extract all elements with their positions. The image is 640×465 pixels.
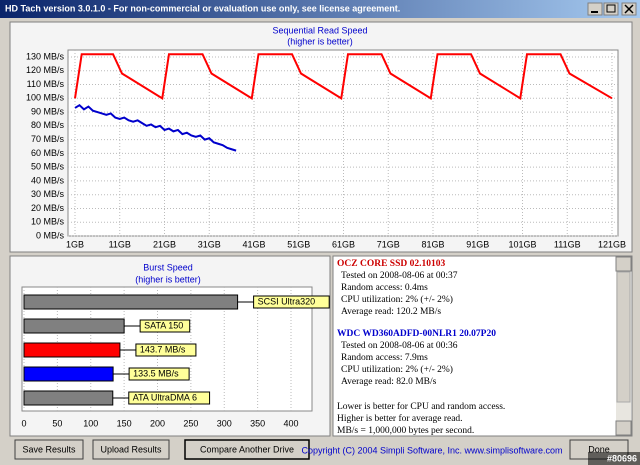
y-tick-label: 30 MB/s [31, 189, 65, 199]
window-buttons[interactable] [587, 2, 637, 16]
y-tick-label: 50 MB/s [31, 162, 65, 172]
bar-label: ATA UltraDMA 6 [133, 392, 197, 402]
burst-bar [23, 294, 239, 310]
button-label[interactable]: Done [588, 444, 610, 454]
button-label[interactable]: Upload Results [100, 444, 162, 454]
y-tick-label: 40 MB/s [31, 175, 65, 185]
compare-button[interactable]: Compare Another Drive [184, 439, 310, 460]
button-face[interactable] [14, 439, 84, 460]
bar-label: 143.7 MB/s [140, 344, 186, 354]
y-tick-label: 130 MB/s [26, 51, 65, 61]
x-tick-label: 200 [150, 418, 165, 428]
burst-title: Burst Speed [143, 262, 193, 272]
result-line: Average read: 82.0 MB/s [341, 377, 437, 387]
x-tick-label: 41GB [242, 239, 265, 249]
x-tick-label: 51GB [287, 239, 310, 249]
note: Lower is better for CPU and random acces… [337, 401, 505, 412]
x-tick-label: 21GB [153, 239, 176, 249]
save-button[interactable]: Save Results [14, 439, 84, 460]
y-tick-label: 10 MB/s [31, 217, 65, 227]
read-title: Sequential Read Speed [272, 25, 367, 35]
x-tick-label: 0 [21, 418, 26, 428]
read-line [74, 53, 613, 100]
x-tick-label: 81GB [421, 239, 444, 249]
y-tick-label: 20 MB/s [31, 203, 65, 213]
x-tick-label: 61GB [332, 239, 355, 249]
x-tick-label: 1GB [66, 239, 84, 249]
icon [624, 4, 634, 14]
result-line: Average read: 120.2 MB/s [341, 307, 441, 317]
x-tick-label: 100 [83, 418, 98, 428]
burst-bar [23, 342, 121, 358]
y-tick-label: 90 MB/s [31, 106, 65, 116]
result-line: CPU utilization: 2% (+/- 2%) [341, 294, 453, 305]
note: MB/s = 1,000,000 bytes per second. [337, 426, 474, 436]
y-tick-label: 80 MB/s [31, 120, 65, 130]
x-tick-label: 350 [250, 418, 265, 428]
x-tick-label: 50 [52, 418, 62, 428]
button-label[interactable]: Compare Another Drive [200, 444, 294, 454]
result-line: Random access: 0.4ms [341, 283, 428, 293]
icon [606, 4, 616, 13]
result-line: Tested on 2008-08-06 at 00:37 [341, 271, 458, 281]
bar-label: SCSI Ultra320 [258, 296, 316, 306]
x-tick-label: 11GB [109, 239, 131, 249]
title-bar [0, 0, 640, 18]
scroll-thumb[interactable] [616, 271, 631, 403]
button-label[interactable]: Save Results [22, 444, 76, 454]
burst-bar [23, 390, 114, 406]
x-tick-label: 121GB [598, 239, 626, 249]
y-tick-label: 60 MB/s [31, 148, 65, 158]
read-subtitle: (higher is better) [287, 36, 353, 46]
result-line: CPU utilization: 2% (+/- 2%) [341, 364, 453, 375]
burst-bar [23, 366, 114, 382]
upload-button[interactable]: Upload Results [92, 439, 170, 460]
x-tick-label: 31GB [198, 239, 221, 249]
read-line [74, 103, 237, 152]
x-tick-label: 91GB [466, 239, 489, 249]
window-title: HD Tach version 3.0.1.0 - For non-commer… [5, 3, 400, 13]
button-face[interactable] [184, 439, 310, 460]
results-panel [332, 255, 633, 437]
x-tick-label: 300 [217, 418, 232, 428]
bar-label: SATA 150 [144, 320, 183, 330]
copyright: Copyright (C) 2004 Simpli Software, Inc.… [301, 445, 562, 455]
y-tick-label: 120 MB/s [26, 65, 65, 75]
y-tick-label: 70 MB/s [31, 134, 65, 144]
watermark: #80696 [607, 453, 637, 463]
result-line: Tested on 2008-08-06 at 00:36 [341, 341, 458, 351]
burst-subtitle: (higher is better) [135, 274, 201, 284]
x-tick-label: 250 [183, 418, 198, 428]
watermark-bg [588, 452, 640, 465]
x-tick-label: 111GB [554, 239, 581, 249]
note: Higher is better for average read. [337, 413, 463, 424]
x-tick-label: 101GB [508, 239, 536, 249]
scroll-down[interactable] [615, 420, 632, 436]
drive-name: OCZ CORE SSD 02.10103 [337, 259, 445, 269]
minimize[interactable] [587, 2, 603, 16]
y-tick-label: 100 MB/s [26, 93, 65, 103]
x-tick-label: 150 [117, 418, 132, 428]
y-tick-label: 0 MB/s [36, 230, 65, 240]
x-tick-label: 400 [283, 418, 298, 428]
burst-bar [23, 318, 125, 334]
drive-name: WDC WD360ADFD-00NLR1 20.07P20 [337, 329, 496, 339]
scroll-up[interactable] [615, 256, 632, 272]
button-face[interactable] [92, 439, 170, 460]
y-tick-label: 110 MB/s [27, 79, 65, 89]
result-line: Random access: 7.9ms [341, 353, 428, 363]
bar-label: 133.5 MB/s [133, 368, 179, 378]
x-tick-label: 71GB [377, 239, 400, 249]
